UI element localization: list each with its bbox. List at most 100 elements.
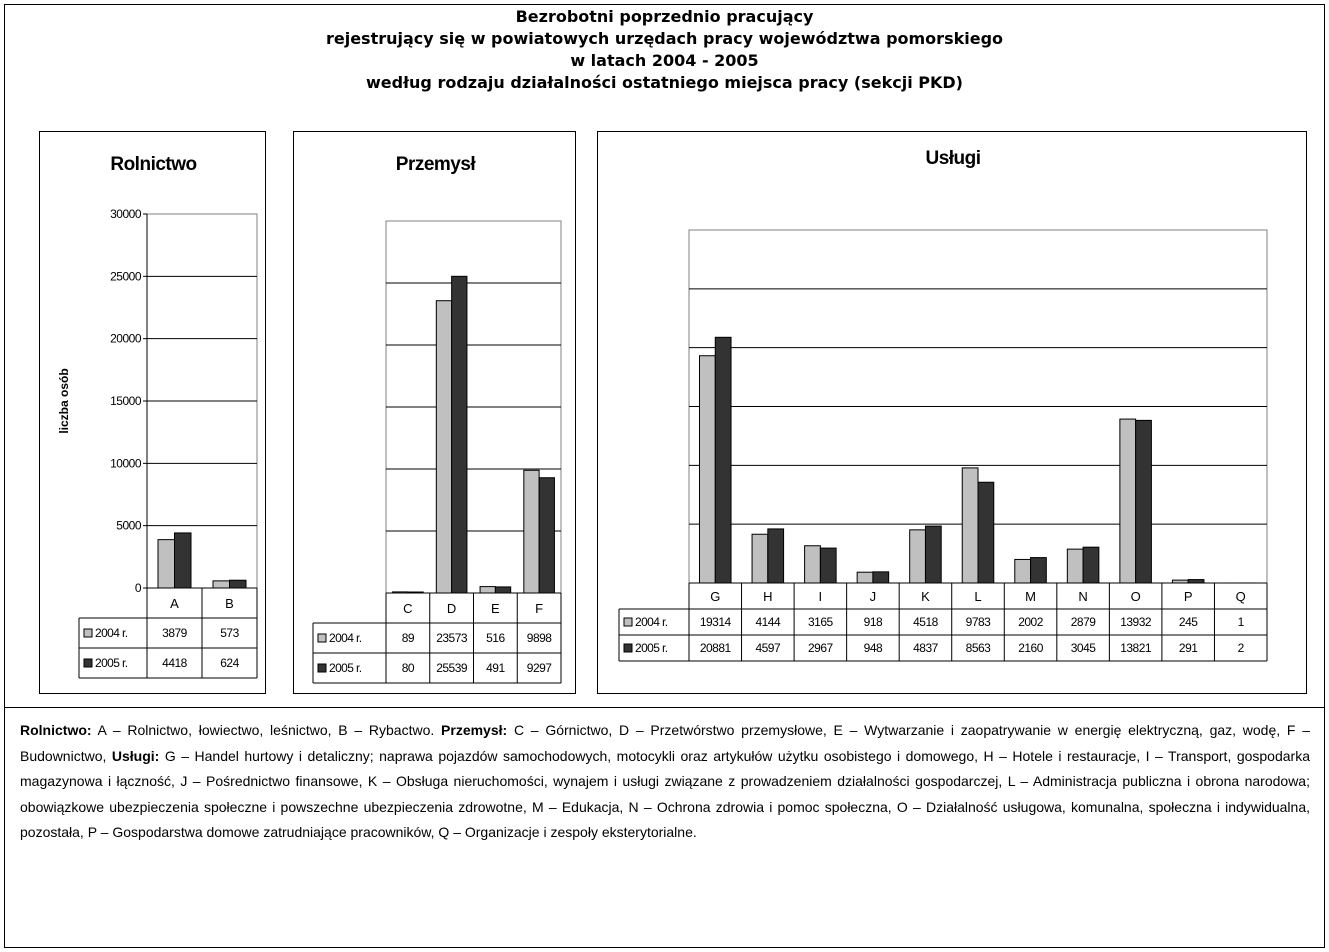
bar-2004 bbox=[751, 533, 769, 584]
category-label: C bbox=[403, 601, 412, 616]
bar-2004 bbox=[909, 529, 926, 584]
bar-2005 bbox=[714, 336, 732, 584]
legend-key-2005 bbox=[83, 658, 93, 668]
data-label: 2 bbox=[1238, 641, 1245, 655]
section-divider bbox=[4, 707, 1325, 708]
legend-przemysl-text: C – Górnictwo, D – Przetwórstwo przemysł… bbox=[20, 722, 1310, 764]
category-label: B bbox=[225, 596, 234, 611]
category-label: F bbox=[535, 601, 543, 616]
title-line-3: w latach 2004 - 2005 bbox=[570, 51, 759, 70]
legend-uslugi-label: Usługi: bbox=[111, 747, 160, 764]
pkd-legend: Rolnictwo: A – Rolnictwo, łowiectwo, leś… bbox=[20, 718, 1310, 846]
data-label: 3165 bbox=[808, 615, 834, 629]
bar-2004 bbox=[479, 586, 496, 594]
category-label: Q bbox=[1236, 589, 1246, 604]
legend-key-2005 bbox=[317, 663, 327, 673]
data-label: 2879 bbox=[1071, 615, 1097, 629]
category-label: J bbox=[870, 589, 877, 604]
y-tick-label: 30000 bbox=[110, 207, 142, 221]
y-tick-label: 20000 bbox=[110, 332, 142, 346]
data-label: 291 bbox=[1179, 641, 1198, 655]
bar-2005 bbox=[1135, 419, 1152, 584]
series-name: 2005 r. bbox=[635, 641, 668, 655]
bar-2004 bbox=[856, 571, 874, 584]
bar-2004 bbox=[157, 539, 175, 589]
legend-key-2004 bbox=[83, 628, 93, 638]
data-label: 9898 bbox=[527, 631, 553, 645]
data-label: 4418 bbox=[162, 656, 188, 670]
category-label: L bbox=[974, 589, 981, 604]
bar-2005 bbox=[229, 579, 247, 589]
bar-2005 bbox=[819, 547, 837, 584]
bar-2005 bbox=[174, 532, 192, 589]
bar-2005 bbox=[924, 525, 942, 584]
bar-2005 bbox=[872, 571, 890, 584]
data-label: 20881 bbox=[700, 641, 732, 655]
bar-2005 bbox=[1030, 557, 1047, 584]
data-label: 491 bbox=[486, 661, 505, 675]
chart-panel-rolnictwo: Rolnictwo 0 5000 10000 15000 20000 25000 30000… bbox=[39, 131, 266, 694]
bar-2004 bbox=[699, 355, 716, 584]
data-label: 4144 bbox=[755, 615, 781, 629]
bar-2005 bbox=[538, 477, 555, 594]
title-line-2: rejestrujący się w powiatowych urzędach … bbox=[325, 29, 1004, 48]
y-tick-label: 25000 bbox=[110, 269, 142, 283]
category-label: H bbox=[763, 589, 772, 604]
data-label: 1 bbox=[1238, 615, 1245, 629]
chart-panel-uslugi: Usługi G H I J K L M N O P Q 2004 r. 19314 4144 3165 91… bbox=[597, 131, 1307, 694]
data-label: 25539 bbox=[436, 661, 468, 675]
y-tick-label: 5000 bbox=[116, 519, 142, 533]
data-label: 4597 bbox=[755, 641, 781, 655]
bar-2004 bbox=[1066, 548, 1084, 584]
y-tick-label: 0 bbox=[135, 581, 142, 595]
bar-2004 bbox=[523, 469, 540, 594]
data-label: 948 bbox=[864, 641, 883, 655]
figure-title: Bezrobotni poprzednio pracujący rejestru… bbox=[0, 6, 1329, 94]
data-label: 9783 bbox=[966, 615, 992, 629]
data-label: 245 bbox=[1179, 615, 1198, 629]
figure-frame bbox=[4, 4, 1325, 948]
legend-przemysl-label: Przemysł: bbox=[441, 722, 508, 738]
data-label: 516 bbox=[486, 631, 505, 645]
bar-2005 bbox=[1187, 579, 1205, 584]
chart-uslugi: G H I J K L M N O P Q 2004 r. 19314 4144 3165 918 4518 97… bbox=[618, 229, 1268, 662]
data-label: 2002 bbox=[1018, 615, 1044, 629]
category-label: I bbox=[819, 589, 823, 604]
category-label: M bbox=[1025, 589, 1036, 604]
y-tick-label: 10000 bbox=[110, 456, 142, 470]
data-label: 573 bbox=[220, 626, 239, 640]
chart-title-rolnictwo: Rolnictwo bbox=[110, 154, 197, 175]
data-label: 80 bbox=[402, 661, 415, 675]
data-label: 4518 bbox=[913, 615, 939, 629]
category-label: A bbox=[170, 596, 179, 611]
data-label: 3045 bbox=[1071, 641, 1097, 655]
series-name: 2005 r. bbox=[329, 661, 362, 675]
chart-rolnictwo: 0 5000 10000 15000 20000 25000 30000 liczba osó… bbox=[57, 207, 258, 679]
chart-panel-przemysl: Przemysł C D E F 2004 r. 89 23573 516 9898 2005 r… bbox=[293, 131, 576, 694]
title-line-4: według rodzaju działalności ostatniego m… bbox=[366, 73, 963, 92]
data-label: 23573 bbox=[436, 631, 468, 645]
bar-2004 bbox=[961, 467, 979, 584]
data-label: 3879 bbox=[162, 626, 188, 640]
data-label: 918 bbox=[864, 615, 883, 629]
y-axis-label: liczba osób bbox=[57, 368, 71, 433]
data-label: 89 bbox=[402, 631, 415, 645]
y-tick-label: 15000 bbox=[110, 394, 142, 408]
data-label: 2160 bbox=[1018, 641, 1044, 655]
series-name: 2005 r. bbox=[95, 656, 128, 670]
category-label: P bbox=[1184, 589, 1193, 604]
category-label: D bbox=[447, 601, 456, 616]
bar-2005 bbox=[977, 481, 995, 584]
series-name: 2004 r. bbox=[635, 615, 668, 629]
title-line-1: Bezrobotni poprzednio pracujący bbox=[515, 7, 814, 26]
bar-2004 bbox=[1014, 558, 1032, 584]
data-label: 19314 bbox=[700, 615, 732, 629]
category-label: E bbox=[491, 601, 500, 616]
data-label: 13821 bbox=[1120, 641, 1152, 655]
legend-rolnictwo-text: A – Rolnictwo, łowiectwo, leśnictwo, B –… bbox=[91, 722, 442, 738]
bar-2005 bbox=[494, 586, 512, 594]
legend-uslugi-text: G – Handel hurtowy i detaliczny; naprawa… bbox=[20, 747, 1310, 841]
data-label: 624 bbox=[220, 656, 239, 670]
bar-2005 bbox=[1082, 546, 1100, 584]
data-label: 4837 bbox=[913, 641, 939, 655]
